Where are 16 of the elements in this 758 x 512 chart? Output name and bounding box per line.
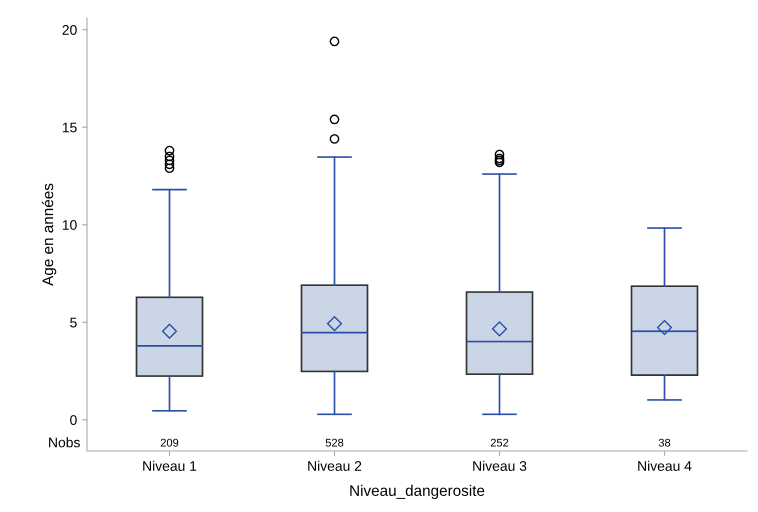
- y-tick-label: 0: [70, 415, 77, 425]
- x-tick-label: Niveau 1: [143, 460, 196, 471]
- y-tick-label: 15: [62, 122, 77, 132]
- x-tick-label: Niveau 4: [638, 460, 692, 471]
- text: Nobs: [49, 437, 80, 448]
- x-tick-label: Niveau 3: [473, 460, 526, 471]
- annotation: 252: [490, 438, 508, 447]
- annotation: 528: [326, 438, 344, 447]
- annotation: 38: [658, 438, 670, 447]
- y-axis-title: Age en années: [42, 184, 56, 286]
- y-tick-label: 10: [62, 220, 77, 230]
- annotation: 209: [160, 438, 178, 447]
- x-tick-label: Niveau 2: [308, 460, 362, 471]
- y-tick-label: 20: [62, 25, 77, 35]
- x-axis-title: Niveau_dangerosite: [350, 484, 484, 500]
- y-tick-label: 5: [70, 318, 77, 328]
